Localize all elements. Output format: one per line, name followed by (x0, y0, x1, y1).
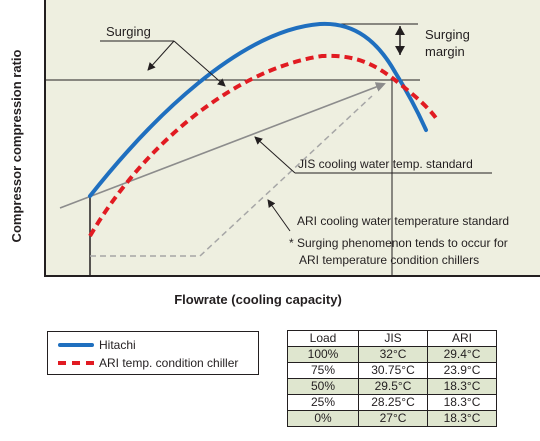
table-cell-load: 50% (287, 378, 359, 395)
table-cell-ari: 23.9°C (427, 362, 497, 379)
surging-margin-arrowhead-bottom (395, 46, 405, 55)
legend-swatch-solid-blue (58, 343, 94, 347)
table-cell-load: 100% (287, 346, 359, 363)
table-header-row: Load JIS ARI (287, 330, 497, 347)
table-row: 50% 29.5°C 18.3°C (287, 378, 497, 395)
legend-item-hitachi: Hitachi (58, 336, 136, 354)
surging-margin-label-1: Surging (425, 27, 470, 42)
legend-item-ari-chiller: ARI temp. condition chiller (58, 354, 238, 372)
legend-label: ARI temp. condition chiller (99, 356, 239, 370)
legend-swatch-dashed-red (58, 361, 94, 365)
note-line-1: * Surging phenomenon tends to occur for (289, 236, 508, 250)
table-row: 25% 28.25°C 18.3°C (287, 394, 497, 411)
surging-label: Surging (106, 24, 151, 39)
table-cell-load: 25% (287, 394, 359, 411)
column-header-jis: JIS (358, 330, 428, 347)
table-row: 100% 32°C 29.4°C (287, 346, 497, 363)
jis-water-temp-line (59, 82, 386, 209)
table-cell-load: 0% (287, 410, 359, 427)
table-cell-ari: 18.3°C (427, 410, 497, 427)
table-cell-jis: 29.5°C (358, 378, 428, 395)
table-row: 75% 30.75°C 23.9°C (287, 362, 497, 379)
jis-line-label: JIS cooling water temp. standard (298, 157, 473, 171)
x-axis-label: Flowrate (cooling capacity) (174, 292, 342, 307)
legend: Hitachi ARI temp. condition chiller (47, 331, 259, 375)
table-cell-ari: 29.4°C (427, 346, 497, 363)
table-cell-load: 75% (287, 362, 359, 379)
surging-margin-arrowhead-top (395, 26, 405, 35)
table-cell-jis: 30.75°C (358, 362, 428, 379)
water-temperature-table: Load JIS ARI 100% 32°C 29.4°C 75% 30.75°… (287, 330, 497, 427)
table-cell-jis: 27°C (358, 410, 428, 427)
plot-area (45, 0, 540, 276)
table-row: 0% 27°C 18.3°C (287, 410, 497, 427)
legend-label: Hitachi (99, 338, 136, 352)
table-cell-jis: 28.25°C (358, 394, 428, 411)
surging-pointer-hitachi (147, 40, 175, 71)
table-cell-ari: 18.3°C (427, 378, 497, 395)
table-cell-jis: 32°C (358, 346, 428, 363)
ari-line-label: ARI cooling water temperature standard (297, 214, 509, 228)
column-header-ari: ARI (427, 330, 497, 347)
jis-label-pointer (254, 136, 296, 174)
surging-pointer-ari (173, 40, 226, 87)
ari-chiller-surge-curve (88, 53, 438, 238)
y-axis-label: Compressor compression ratio (9, 50, 24, 243)
compression-ratio-diagram: Compressor compression ratio Flowrate (c… (9, 0, 540, 307)
column-header-load: Load (287, 330, 359, 347)
surging-margin-label-2: margin (425, 44, 465, 59)
ari-water-temp-line (90, 95, 373, 257)
table-cell-ari: 18.3°C (427, 394, 497, 411)
note-line-2: ARI temperature condition chillers (299, 253, 479, 267)
ari-label-leader (267, 199, 291, 232)
